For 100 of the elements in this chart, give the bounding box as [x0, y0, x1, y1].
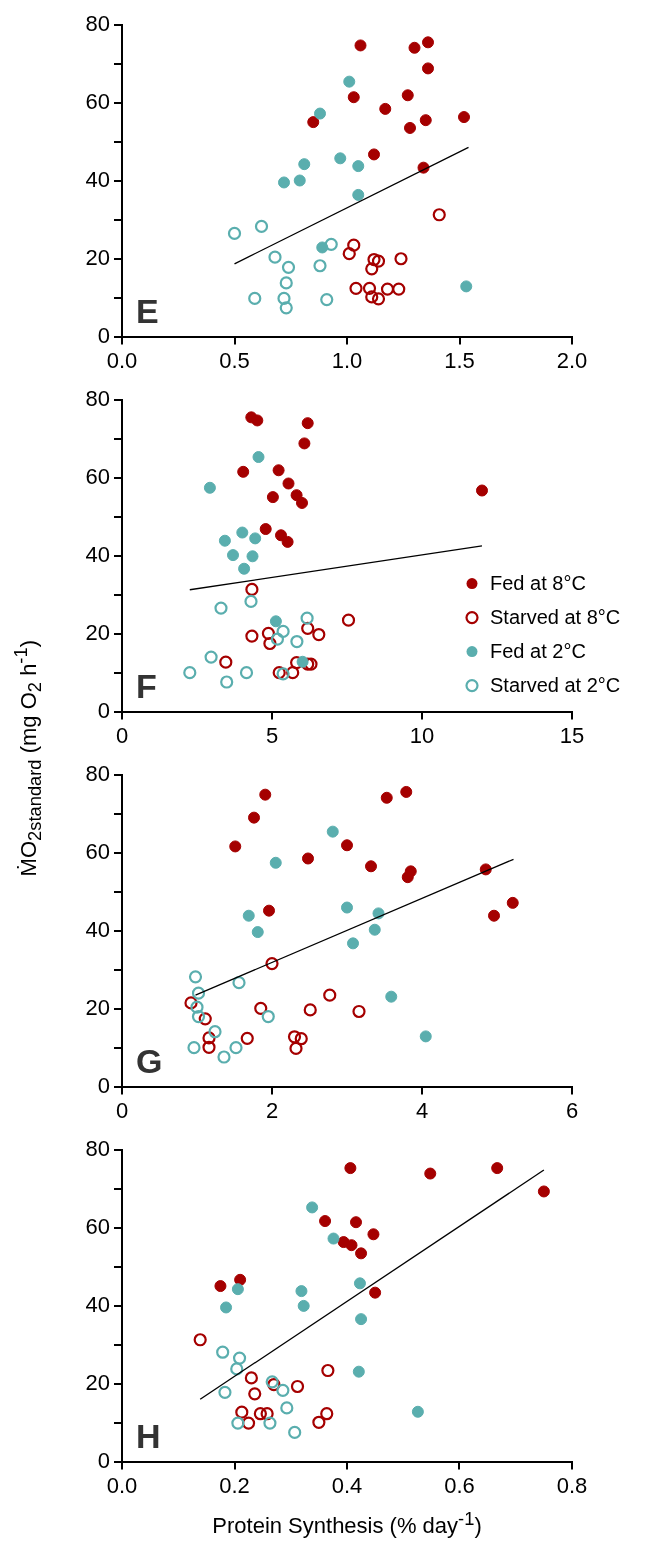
- y-tick-label: 20: [85, 244, 110, 270]
- point: [303, 1003, 317, 1017]
- y-tick-label: 0: [97, 1072, 110, 1098]
- point: [241, 1416, 256, 1430]
- x-tick-label: 1.0: [331, 347, 363, 373]
- point: [281, 535, 294, 548]
- point: [349, 281, 363, 295]
- point: [231, 1283, 244, 1296]
- point: [216, 1345, 230, 1359]
- point: [193, 1333, 207, 1347]
- point: [265, 957, 279, 971]
- point: [354, 39, 367, 52]
- point: [380, 791, 393, 804]
- x-tick-label: 4: [415, 1097, 429, 1123]
- point: [272, 464, 285, 477]
- point: [314, 107, 326, 120]
- point: [277, 291, 291, 306]
- point: [261, 1009, 275, 1024]
- point: [270, 632, 284, 646]
- y-tick-label: 80: [85, 386, 110, 412]
- point: [263, 904, 275, 917]
- point: [296, 655, 309, 668]
- x-tick-label: 0.0: [106, 347, 138, 373]
- point: [392, 282, 406, 296]
- point: [352, 188, 365, 201]
- x-tick-label: 0.0: [106, 1472, 138, 1498]
- annotation: E: [136, 291, 159, 330]
- point: [320, 293, 334, 307]
- point: [229, 1041, 243, 1055]
- point: [341, 839, 353, 852]
- point: [298, 437, 311, 450]
- y-tick-label: 40: [85, 916, 110, 942]
- point: [198, 1012, 212, 1026]
- point: [276, 1383, 290, 1397]
- y-tick-label: 40: [85, 166, 110, 192]
- point: [230, 1362, 244, 1376]
- point: [300, 611, 314, 625]
- point: [411, 1405, 424, 1418]
- point: [220, 1301, 233, 1314]
- point: [369, 1286, 382, 1299]
- x-tick-label: 15: [559, 722, 585, 748]
- point: [244, 1371, 258, 1385]
- point: [289, 1041, 303, 1056]
- point: [371, 292, 386, 306]
- legend-label: Starved at 8°C: [490, 606, 621, 629]
- point: [400, 785, 413, 798]
- point: [235, 1405, 249, 1419]
- point: [419, 1030, 432, 1043]
- point: [229, 840, 242, 853]
- point: [432, 208, 446, 222]
- point: [242, 909, 255, 922]
- point: [367, 1228, 380, 1241]
- point: [352, 160, 365, 173]
- point: [280, 1401, 294, 1415]
- y-tick-label: 0: [97, 697, 110, 723]
- x-tick-label: 2: [265, 1097, 279, 1123]
- point: [371, 254, 386, 268]
- point: [184, 996, 198, 1010]
- point: [254, 219, 269, 234]
- legend-label: Fed at 2°C: [490, 640, 586, 663]
- point: [491, 1162, 504, 1175]
- point: [263, 636, 277, 651]
- y-tick-label: 20: [85, 994, 110, 1020]
- x-tick-label: 0.8: [556, 1472, 588, 1498]
- point: [401, 871, 414, 884]
- point: [404, 121, 416, 134]
- x-tick-label: 2.0: [556, 347, 588, 373]
- point: [288, 1425, 302, 1440]
- point: [327, 1232, 340, 1245]
- point: [488, 909, 500, 922]
- point: [355, 1313, 368, 1326]
- point: [385, 990, 398, 1003]
- point: [248, 291, 262, 306]
- point: [203, 481, 216, 494]
- point: [293, 174, 306, 187]
- point: [323, 988, 337, 1002]
- point: [278, 176, 290, 189]
- y-tick-label: 0: [97, 322, 110, 348]
- y-tick-label: 20: [85, 1369, 110, 1395]
- x-tick-label: 5: [265, 722, 279, 748]
- y-tick-label: 80: [85, 11, 110, 37]
- point: [306, 1201, 319, 1214]
- point: [214, 601, 228, 615]
- point: [202, 1031, 216, 1045]
- point: [342, 247, 356, 261]
- point: [191, 1009, 206, 1024]
- point: [253, 1407, 267, 1421]
- point: [252, 451, 265, 464]
- y-tick-label: 60: [85, 89, 110, 115]
- point: [248, 811, 260, 824]
- point: [227, 549, 239, 562]
- point: [254, 1001, 268, 1015]
- point: [191, 986, 206, 1000]
- x-tick-label: 0.2: [219, 1472, 250, 1498]
- point: [187, 1041, 201, 1055]
- point: [341, 901, 353, 914]
- point: [272, 666, 286, 680]
- point: [245, 629, 259, 643]
- y-tick-label: 60: [85, 1214, 110, 1240]
- x-tick-label: 0.4: [331, 1472, 363, 1498]
